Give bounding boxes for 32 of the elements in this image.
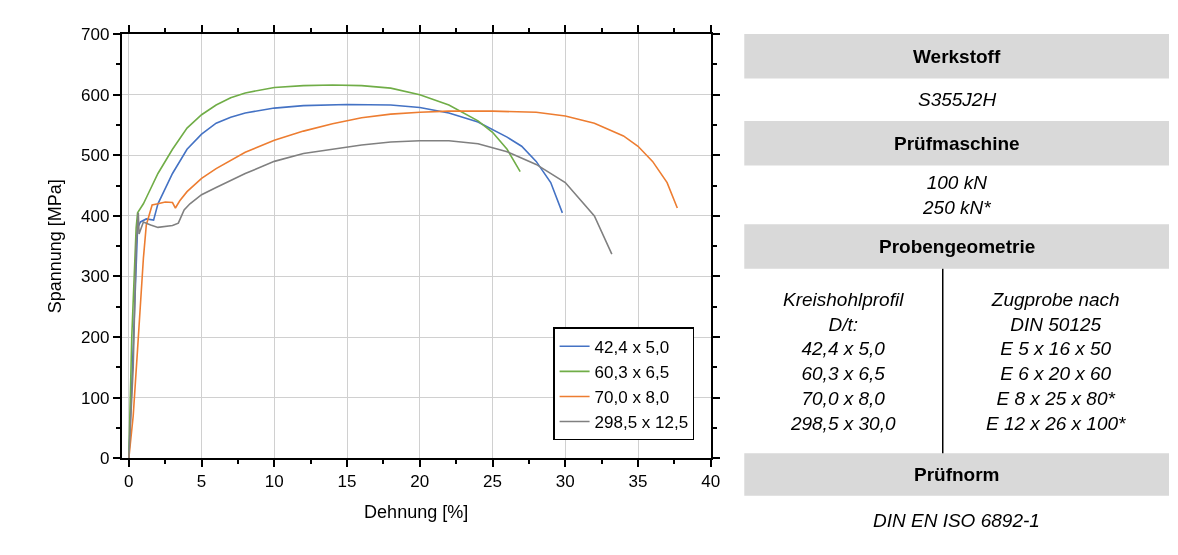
y-tick-label: 0 [99,449,110,469]
y-tick-label: 500 [81,146,110,166]
x-axis-title: Dehnung [%] [364,501,469,522]
x-tick-label: 5 [196,472,207,492]
x-tick-label: 20 [410,472,430,492]
x-tick-label: 30 [555,472,575,492]
text: S355J2H [918,89,997,110]
y-tick-label: 700 [81,25,110,45]
text: Werkstoff [913,46,1001,67]
y-axis-title: Spannung [MPa] [44,179,65,314]
y-tick-label: 300 [81,267,110,287]
legend-label: 60,3 x 6,5 [594,362,670,382]
text: Probengeometrie [879,236,1036,257]
text: 100 kN 250 kN* [922,172,992,218]
text: Zugprobe nach DIN 50125 E 5 x 16 x 50 E 6 x 20 x 60 E 8 x 25 x 80* E 12 x 26 x 100* [986,289,1127,434]
x-tick-label: 25 [483,472,502,492]
x-tick-label: 35 [628,472,648,492]
text: Prüfmaschine [894,133,1020,154]
text: Kreishohlprofil D/t: 42,4 x 5,0 60,3 x 6,5 70,0 x 8,0 298,5 x 30,0 [783,289,905,434]
x-tick-label: 0 [124,472,134,492]
y-tick-label: 400 [81,206,110,226]
text: Prüfnorm [914,464,1000,485]
legend-label: 70,0 x 8,0 [594,388,670,408]
x-tick-label: 15 [337,472,357,492]
y-tick-label: 600 [81,85,110,105]
y-tick-label: 100 [81,388,110,408]
legend-label: 298,5 x 12,5 [594,413,689,433]
x-tick-label: 40 [701,472,721,492]
text: DIN EN ISO 6892-1 [873,510,1040,531]
x-tick-label: 10 [264,472,284,492]
legend-label: 42,4 x 5,0 [594,337,670,357]
y-tick-label: 200 [81,327,110,347]
